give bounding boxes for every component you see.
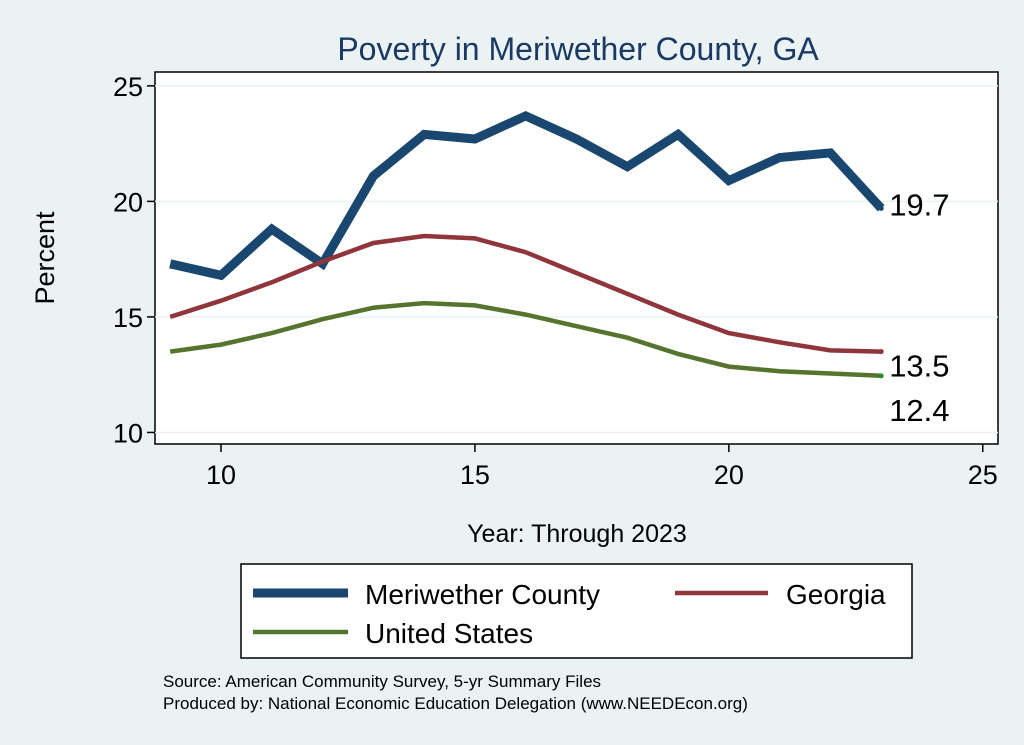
x-axis-title: Year: Through 2023: [467, 520, 687, 548]
produced-by-note: Produced by: National Economic Education…: [163, 694, 748, 713]
end-marker-united-states: [878, 373, 884, 379]
end-label-united-states: 12.4: [889, 393, 949, 428]
y-axis-title: Percent: [30, 211, 60, 305]
end-marker-georgia: [878, 349, 884, 355]
end-marker-meriwether-county: [878, 205, 884, 211]
end-labels: 19.7 13.5 12.4: [878, 187, 950, 428]
y-tick-label-15: 15: [113, 303, 143, 333]
y-axis: 10 15 20 25: [113, 72, 155, 448]
chart-title: Poverty in Meriwether County, GA: [337, 31, 819, 67]
x-axis: 10 15 20 25: [206, 444, 998, 490]
series-line-united-states: [169, 300, 882, 379]
end-label-georgia: 13.5: [889, 349, 949, 384]
x-tick-label-15: 15: [460, 460, 490, 490]
series-line-georgia: [169, 233, 882, 354]
series-line-meriwether-county: [169, 110, 885, 281]
gridlines: [155, 85, 998, 434]
x-tick-label-25: 25: [968, 460, 998, 490]
x-tick-label-10: 10: [206, 460, 236, 490]
legend-label-meriwether-county: Meriwether County: [365, 579, 600, 610]
series-lines: [169, 110, 885, 379]
legend-label-georgia: Georgia: [786, 579, 886, 610]
plot-area: [154, 71, 999, 445]
legend-box: [240, 563, 913, 659]
legend: Meriwether County Georgia United States: [240, 563, 913, 659]
source-note: Source: American Community Survey, 5-yr …: [163, 672, 601, 691]
y-tick-label-25: 25: [113, 72, 143, 102]
legend-label-united-states: United States: [365, 618, 533, 649]
x-tick-label-20: 20: [714, 460, 744, 490]
end-label-meriwether-county: 19.7: [889, 187, 949, 222]
y-tick-label-10: 10: [113, 418, 143, 448]
y-tick-label-20: 20: [113, 187, 143, 217]
